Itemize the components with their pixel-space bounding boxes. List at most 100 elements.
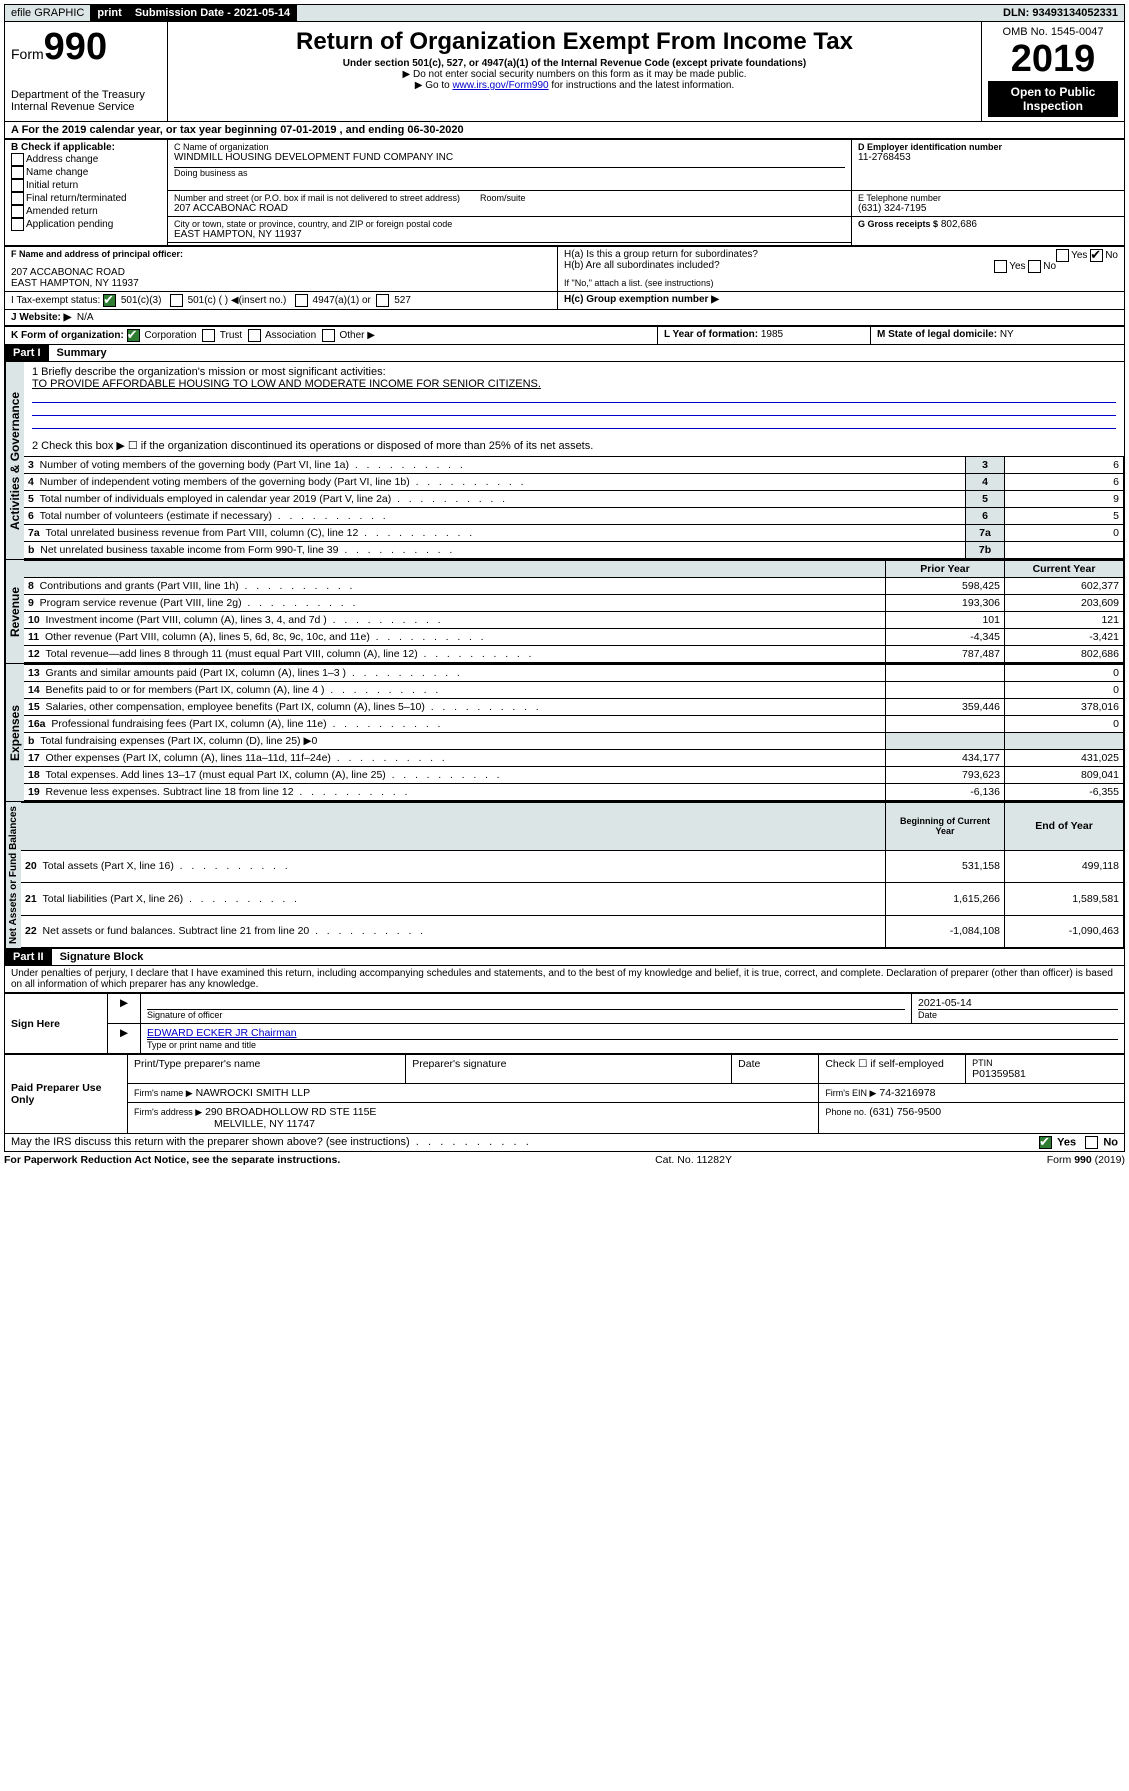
discuss-yes-chk[interactable] [1039, 1136, 1052, 1149]
opt-corp: Corporation [144, 330, 196, 341]
officer-name[interactable]: EDWARD ECKER JR Chairman [147, 1027, 1118, 1039]
officer-addr2: EAST HAMPTON, NY 11937 [11, 278, 551, 289]
irs-link[interactable]: www.irs.gov/Form990 [452, 80, 548, 91]
part1-header: Part I Summary [4, 345, 1125, 362]
city-value: EAST HAMPTON, NY 11937 [174, 229, 845, 240]
net-table: Beginning of Current YearEnd of Year20 T… [21, 802, 1124, 948]
prep-h4a: Check ☐ if self-employed [819, 1055, 966, 1084]
arrow-icon: ▶ [108, 994, 141, 1024]
org-name: WINDMILL HOUSING DEVELOPMENT FUND COMPAN… [174, 152, 845, 163]
website-value: N/A [77, 312, 94, 323]
ptin-value: P01359581 [972, 1068, 1118, 1080]
chk-pending[interactable]: Application pending [11, 218, 161, 231]
period-text: A For the 2019 calendar year, or tax yea… [5, 122, 470, 138]
line2-text: 2 Check this box ▶ ☐ if the organization… [32, 439, 1116, 452]
governance-table: 3 Number of voting members of the govern… [24, 456, 1124, 559]
tax-year: 2019 [988, 38, 1118, 81]
hb-label: H(b) Are all subordinates included? [564, 260, 720, 271]
firm-addr1: 290 BROADHOLLOW RD STE 115E [205, 1106, 376, 1118]
subtitle: Under section 501(c), 527, or 4947(a)(1)… [174, 58, 975, 69]
gross-label: G Gross receipts $ [858, 219, 938, 229]
city-label: City or town, state or province, country… [174, 219, 845, 229]
top-bar: efile GRAPHIC print Submission Date - 20… [4, 4, 1125, 22]
hb-no: No [1043, 261, 1056, 272]
chk-initial[interactable]: Initial return [11, 179, 161, 192]
chk-name[interactable]: Name change [11, 166, 161, 179]
form-footer: Form 990 (2019) [1047, 1154, 1125, 1166]
efile-label: efile GRAPHIC [5, 5, 91, 21]
pra-notice: For Paperwork Reduction Act Notice, see … [4, 1154, 340, 1166]
arrow-icon-2: ▶ [108, 1024, 141, 1054]
year-formed: 1985 [761, 329, 783, 340]
signature-table: Sign Here ▶ Signature of officer 2021-05… [4, 993, 1125, 1054]
note-1: ▶ Do not enter social security numbers o… [174, 69, 975, 80]
year-formed-label: L Year of formation: [664, 329, 758, 340]
paid-preparer-label: Paid Preparer Use Only [5, 1055, 128, 1134]
firm-label: Firm's name ▶ [134, 1088, 193, 1098]
chk-label-0: Address change [26, 154, 98, 165]
chk-label-2: Initial return [26, 180, 78, 191]
part2-title: Signature Block [52, 949, 152, 965]
ptin-label: PTIN [972, 1058, 1118, 1068]
firm-addr-label: Firm's address ▶ [134, 1107, 202, 1117]
ha-no: No [1105, 250, 1118, 261]
hb-yes: Yes [1009, 261, 1025, 272]
opt-assoc: Association [265, 330, 316, 341]
discuss-label: May the IRS discuss this return with the… [11, 1136, 529, 1149]
domicile-label: M State of legal domicile: [877, 329, 997, 340]
firm-phone: (631) 756-9500 [869, 1106, 941, 1118]
form-header: Form990 Department of the Treasury Inter… [4, 22, 1125, 122]
note2-post: for instructions and the latest informat… [549, 80, 735, 91]
klm-row: K Form of organization: Corporation Trus… [4, 326, 1125, 345]
chk-label-1: Name change [26, 167, 88, 178]
domicile: NY [1000, 329, 1014, 340]
vtab-net: Net Assets or Fund Balances [5, 802, 21, 948]
sig-officer-label: Signature of officer [147, 1009, 905, 1020]
prep-h2: Preparer's signature [406, 1055, 732, 1084]
open-public-badge: Open to Public Inspection [988, 81, 1118, 117]
firm-name: NAWROCKI SMITH LLP [196, 1087, 311, 1099]
part2-tag: Part II [5, 949, 52, 965]
print-button[interactable]: print [91, 5, 128, 21]
form-title: Return of Organization Exempt From Incom… [174, 28, 975, 56]
entity-info-table: B Check if applicable: Address change Na… [4, 139, 1125, 246]
firm-phone-label: Phone no. [825, 1107, 866, 1117]
opt-trust: Trust [220, 330, 242, 341]
sig-date-label: Date [918, 1009, 1118, 1020]
dept-label: Department of the Treasury Internal Reve… [11, 89, 161, 113]
part1-tag: Part I [5, 345, 49, 361]
chk-label-4: Amended return [26, 206, 98, 217]
note2-pre: ▶ Go to [415, 80, 453, 91]
opt-other: Other ▶ [339, 330, 374, 341]
org-name-label: C Name of organization [174, 142, 845, 152]
vtab-governance: Activities & Governance [5, 362, 24, 559]
omb-number: OMB No. 1545-0047 [988, 26, 1118, 38]
chk-address[interactable]: Address change [11, 153, 161, 166]
part2-header: Part II Signature Block [4, 949, 1125, 966]
chk-501c3[interactable] [103, 294, 116, 307]
prep-h1: Print/Type preparer's name [127, 1055, 405, 1084]
discuss-no-chk[interactable] [1085, 1136, 1098, 1149]
website-label: J Website: ▶ [11, 312, 71, 323]
tax-status-label: I Tax-exempt status: [11, 295, 100, 306]
box-b-header: B Check if applicable: [11, 142, 161, 153]
revenue-table: Prior YearCurrent Year8 Contributions an… [24, 560, 1124, 663]
dba-label: Doing business as [174, 168, 845, 178]
cat-no: Cat. No. 11282Y [655, 1154, 732, 1166]
dln-label: DLN: 93493134052331 [997, 5, 1124, 21]
submission-date-button[interactable]: Submission Date - 2021-05-14 [129, 5, 297, 21]
sig-date: 2021-05-14 [918, 997, 1118, 1009]
chk-final[interactable]: Final return/terminated [11, 192, 161, 205]
hc-label: H(c) Group exemption number ▶ [564, 294, 719, 305]
mission-label: 1 Briefly describe the organization's mi… [32, 366, 1116, 378]
opt-4947: 4947(a)(1) or [313, 295, 371, 306]
gross-value: 802,686 [941, 219, 977, 230]
chk-amended[interactable]: Amended return [11, 205, 161, 218]
prep-h3: Date [732, 1055, 819, 1084]
chk-corp[interactable] [127, 329, 140, 342]
addr-label: Number and street (or P.O. box if mail i… [174, 193, 460, 203]
chk-label-3: Final return/terminated [26, 193, 127, 204]
room-label: Room/suite [480, 193, 526, 203]
period-row: A For the 2019 calendar year, or tax yea… [4, 122, 1125, 139]
mission-text: TO PROVIDE AFFORDABLE HOUSING TO LOW AND… [32, 378, 1116, 390]
